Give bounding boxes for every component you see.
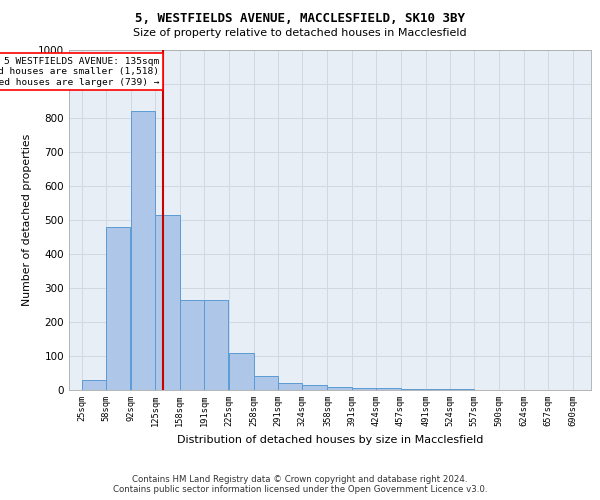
Bar bbox=[204, 300, 229, 390]
Bar bbox=[155, 215, 180, 390]
Y-axis label: Number of detached properties: Number of detached properties bbox=[22, 134, 32, 306]
Bar bbox=[229, 352, 254, 390]
Bar bbox=[328, 386, 352, 390]
Bar bbox=[278, 383, 302, 390]
Bar bbox=[352, 388, 376, 390]
Bar bbox=[302, 385, 326, 390]
Bar bbox=[131, 111, 155, 390]
Text: Contains public sector information licensed under the Open Government Licence v3: Contains public sector information licen… bbox=[113, 484, 487, 494]
Text: 5 WESTFIELDS AVENUE: 135sqm
← 67% of detached houses are smaller (1,518)
33% of : 5 WESTFIELDS AVENUE: 135sqm ← 67% of det… bbox=[0, 57, 159, 86]
X-axis label: Distribution of detached houses by size in Macclesfield: Distribution of detached houses by size … bbox=[177, 434, 483, 444]
Text: Size of property relative to detached houses in Macclesfield: Size of property relative to detached ho… bbox=[133, 28, 467, 38]
Bar bbox=[180, 300, 204, 390]
Text: 5, WESTFIELDS AVENUE, MACCLESFIELD, SK10 3BY: 5, WESTFIELDS AVENUE, MACCLESFIELD, SK10… bbox=[135, 12, 465, 26]
Bar bbox=[376, 388, 401, 390]
Bar bbox=[82, 380, 106, 390]
Bar bbox=[106, 227, 130, 390]
Bar bbox=[401, 389, 425, 390]
Bar bbox=[254, 376, 278, 390]
Text: Contains HM Land Registry data © Crown copyright and database right 2024.: Contains HM Land Registry data © Crown c… bbox=[132, 474, 468, 484]
